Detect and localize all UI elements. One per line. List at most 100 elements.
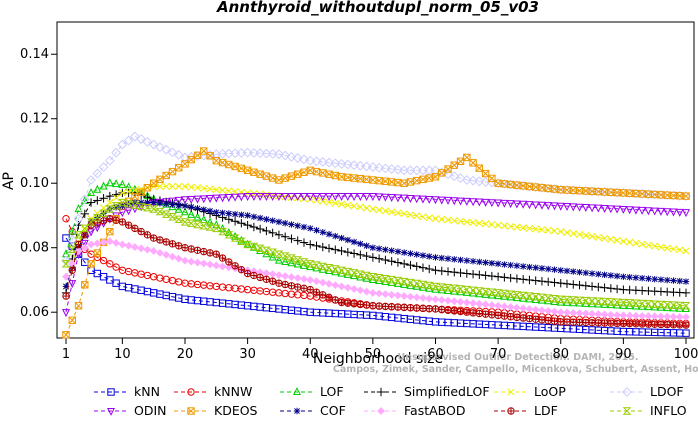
data-point [619, 319, 628, 328]
data-point [193, 184, 202, 192]
data-point [62, 292, 70, 300]
x-tick-label: 30 [239, 347, 256, 362]
data-point [437, 283, 447, 291]
legend-marker [377, 407, 385, 415]
data-point [550, 202, 559, 211]
data-point [606, 300, 615, 309]
series-KDEOS [62, 147, 690, 339]
data-point [619, 311, 628, 320]
data-point [631, 311, 640, 320]
data-point [406, 211, 414, 219]
data-point [576, 269, 583, 276]
data-point [550, 317, 559, 325]
data-point [487, 199, 496, 208]
data-point [569, 308, 578, 317]
data-point [312, 193, 321, 202]
legend-label: LOF [320, 384, 344, 399]
data-point [175, 242, 183, 250]
data-point [287, 172, 296, 180]
data-point [575, 230, 584, 239]
data-point [325, 293, 333, 302]
data-point [274, 255, 283, 264]
data-point [582, 269, 589, 277]
data-point [682, 329, 690, 337]
data-point [531, 293, 541, 301]
legend-item-kNNW: kNNW [174, 384, 252, 399]
data-point [638, 206, 647, 215]
data-point [275, 279, 283, 287]
data-point [193, 151, 202, 159]
data-point [449, 284, 459, 293]
data-point [163, 200, 170, 208]
data-point [318, 278, 327, 287]
data-point [174, 196, 183, 205]
data-point [343, 283, 352, 292]
data-point [462, 197, 471, 206]
data-point [319, 229, 326, 236]
data-point [550, 227, 559, 235]
data-point [81, 231, 89, 239]
data-point [468, 286, 478, 294]
data-point [261, 246, 271, 254]
data-point [99, 181, 108, 190]
data-point [281, 272, 290, 280]
data-point [399, 277, 409, 286]
data-point [337, 193, 346, 202]
data-point [300, 284, 308, 293]
legend-label: FastABOD [404, 403, 466, 418]
data-point [199, 222, 209, 230]
data-point [469, 299, 477, 308]
data-point [318, 264, 327, 273]
data-point [262, 172, 271, 180]
data-point [481, 169, 490, 178]
data-point [494, 301, 503, 310]
data-point [299, 193, 308, 202]
data-point [218, 194, 227, 203]
data-point [444, 306, 452, 314]
legend-item-kNN: kNN [94, 384, 160, 399]
data-point [431, 196, 440, 205]
data-point [112, 238, 121, 247]
data-point [481, 198, 490, 207]
data-point [318, 262, 328, 271]
data-point [418, 263, 428, 272]
data-point [93, 269, 102, 278]
data-point [494, 311, 502, 320]
data-point [525, 314, 534, 323]
legend-label: LoOP [534, 384, 566, 399]
data-point [462, 285, 472, 294]
data-point [287, 254, 296, 262]
legend-label: LDOF [650, 384, 684, 399]
data-point [112, 216, 120, 225]
data-point [626, 274, 633, 281]
data-point [500, 302, 509, 311]
data-point [368, 288, 377, 297]
data-point [482, 220, 490, 228]
data-point [187, 155, 195, 164]
legend-marker [376, 387, 386, 397]
data-point [676, 246, 684, 254]
data-point [625, 301, 634, 310]
data-point [388, 247, 395, 254]
data-point [312, 263, 321, 272]
data-point [168, 167, 177, 176]
data-point [531, 201, 540, 210]
data-point [149, 234, 158, 242]
data-point [482, 259, 489, 266]
data-point [87, 260, 95, 268]
data-point [206, 260, 214, 269]
data-point [149, 247, 158, 255]
data-point [193, 246, 202, 254]
data-point [682, 321, 690, 329]
data-point [93, 184, 102, 193]
data-point [361, 161, 372, 172]
data-point [569, 298, 578, 307]
data-point [437, 285, 446, 294]
data-point [525, 201, 534, 210]
data-point [305, 260, 315, 268]
data-point [393, 194, 402, 203]
data-point [613, 236, 621, 244]
data-point [400, 194, 409, 203]
data-point [375, 206, 383, 214]
data-point [168, 197, 177, 206]
